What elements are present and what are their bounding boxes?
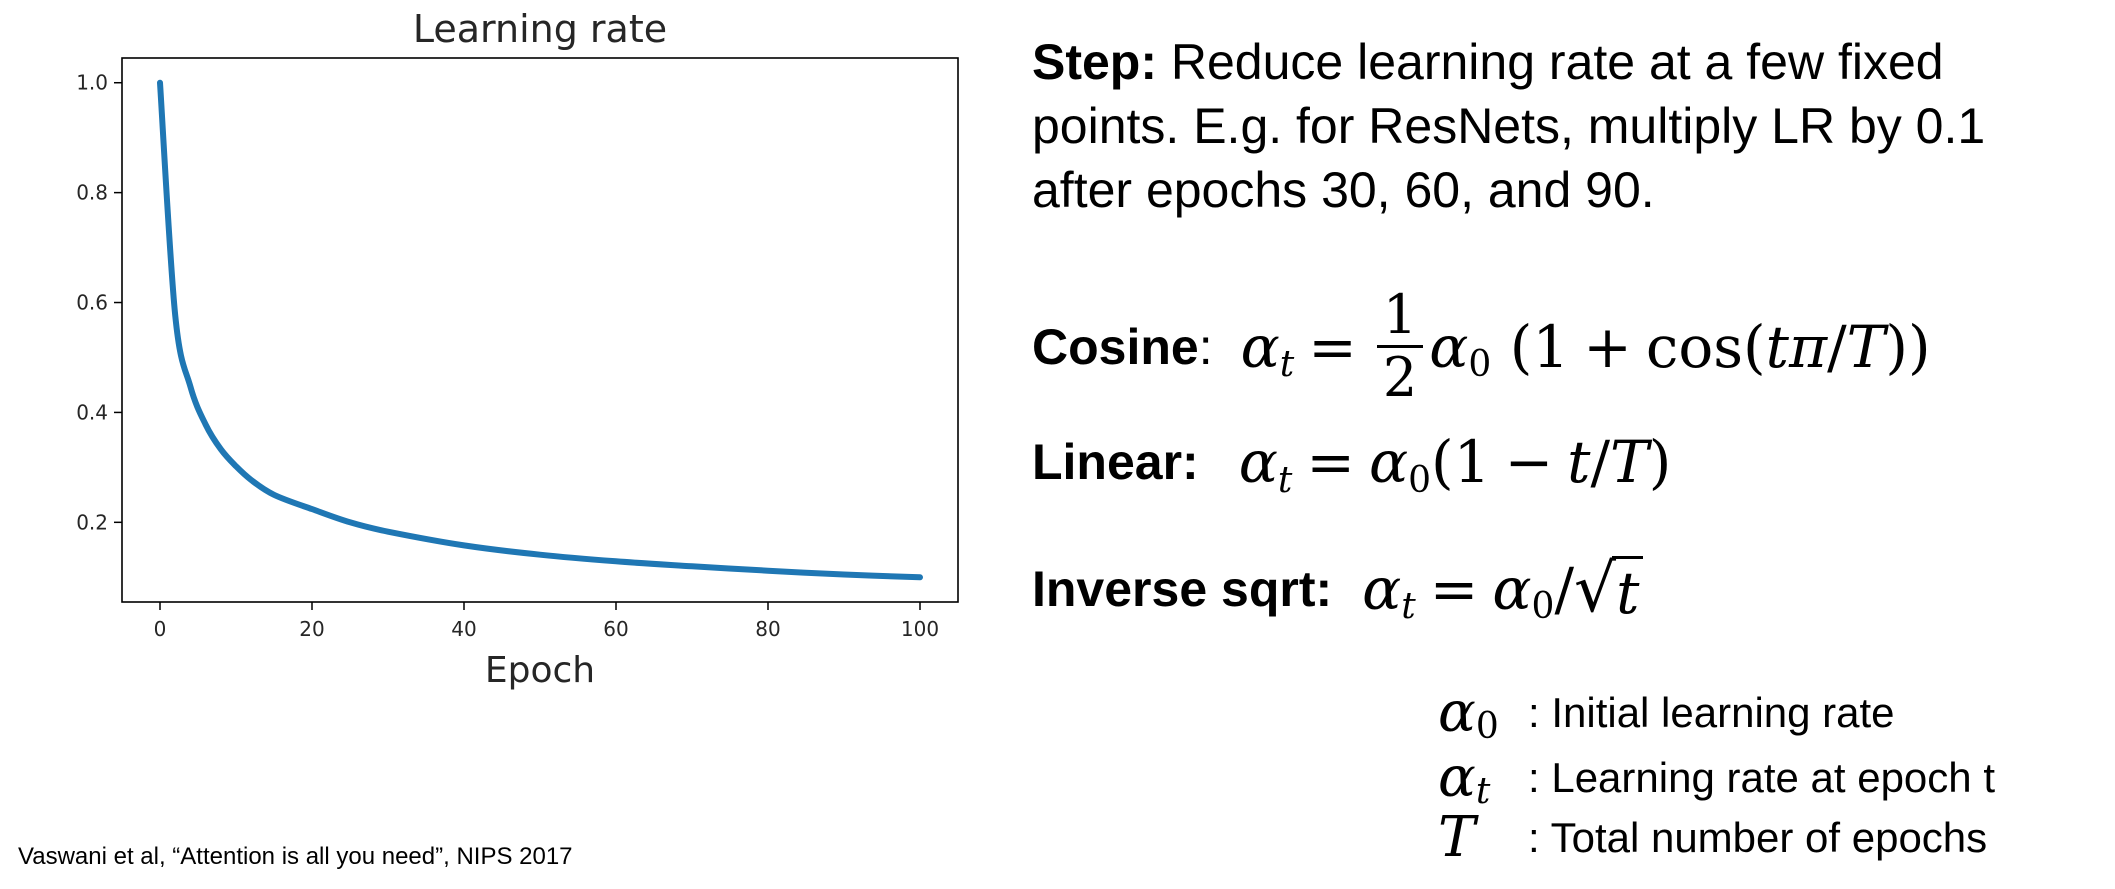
y-tick-label: 0.6 — [76, 291, 108, 315]
x-axis-ticks: 0 20 40 60 80 100 — [154, 602, 939, 641]
T-symbol: T — [1438, 805, 1476, 870]
learning-rate-chart: Learning rate 0 20 40 60 80 100 0.2 0.4 0.6 0.8 1… — [76, 7, 959, 691]
x-tick-label: 40 — [451, 617, 476, 641]
step-description: Step: Reduce learning rate at a few fixe… — [1032, 30, 2092, 222]
y-axis-ticks: 0.2 0.4 0.6 0.8 1.0 — [76, 71, 122, 534]
linear-formula-row: Linear: α t = α 0 (1− t / T) — [1032, 428, 1672, 501]
linear-label: Linear: — [1032, 434, 1199, 490]
y-tick-label: 0.2 — [76, 510, 108, 534]
inverse-sqrt-formula: α t = α 0/√ t — [1362, 550, 1644, 627]
T-description: : Total number of epochs — [1528, 813, 1988, 861]
x-tick-label: 20 — [299, 617, 324, 641]
step-text: Reduce learning rate at a few fixed poin… — [1032, 34, 1986, 218]
linear-formula: α t = α 0 (1− t / T) — [1238, 428, 1672, 501]
chart-title: Learning rate — [413, 7, 667, 51]
x-tick-label: 0 — [154, 617, 167, 641]
citation: Vaswani et al, “Attention is all you nee… — [18, 843, 573, 870]
step-label: Step: — [1032, 34, 1157, 90]
lr-series-line — [157, 79, 923, 581]
y-tick-label: 0.4 — [76, 400, 108, 424]
x-tick-label: 80 — [755, 617, 780, 641]
alphat-description: : Learning rate at epoch t — [1528, 753, 1995, 801]
legend-T: T : Total number of epochs — [1438, 805, 1987, 870]
y-tick-label: 0.8 — [76, 181, 108, 205]
cosine-label: Cosine — [1032, 318, 1199, 375]
x-axis-label: Epoch — [485, 650, 595, 691]
y-tick-label: 1.0 — [76, 71, 108, 95]
cosine-colon: : — [1198, 318, 1213, 375]
alpha0-description: : Initial learning rate — [1528, 688, 1895, 736]
inverse-sqrt-label: Inverse sqrt: — [1032, 560, 1333, 617]
inverse-sqrt-formula-row: Inverse sqrt: α t = α 0/√ t — [1032, 550, 1644, 627]
plot-frame — [121, 57, 959, 603]
x-tick-label: 100 — [901, 617, 939, 641]
x-tick-label: 60 — [603, 617, 628, 641]
